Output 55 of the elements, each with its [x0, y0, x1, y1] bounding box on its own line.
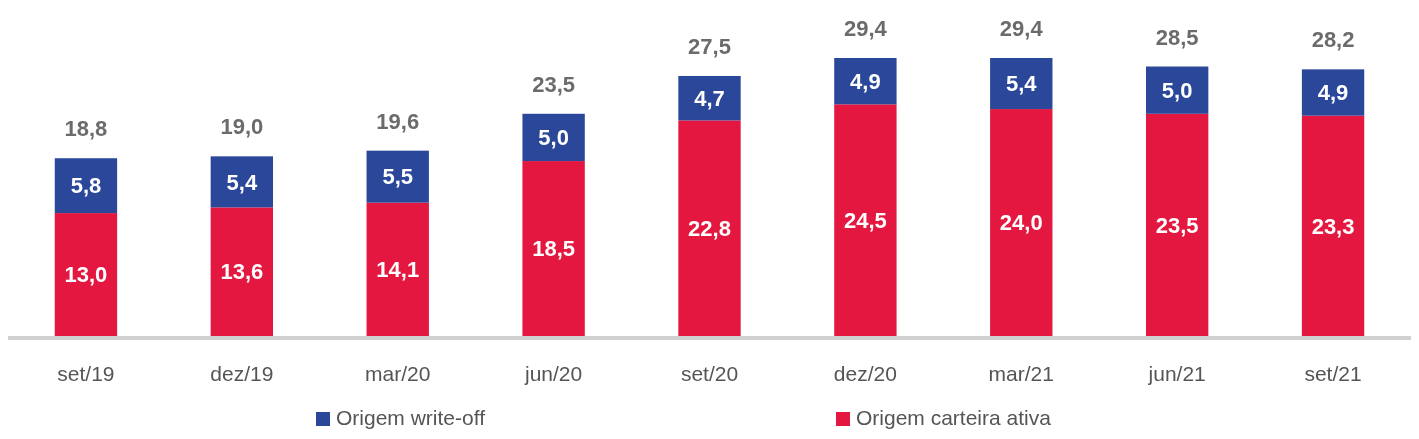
x-tick-label: set/19: [57, 362, 115, 385]
data-label: 5,8: [70, 173, 102, 199]
total-label: 29,4: [843, 16, 888, 41]
bar: [1301, 69, 1365, 116]
x-tick-label: set/20: [680, 362, 739, 385]
bar: [834, 58, 897, 105]
data-label: 24,5: [843, 207, 887, 233]
x-tick-label: mar/21: [988, 362, 1054, 385]
x-tick-label: dez/20: [833, 362, 897, 385]
total-label: 18,8: [64, 116, 108, 142]
data-label: 24,0: [999, 210, 1043, 236]
data-label: 4,7: [694, 85, 725, 111]
bar: [210, 156, 274, 208]
total-label: 27,5: [688, 33, 731, 59]
bar: [366, 150, 429, 203]
data-label: 5,4: [1005, 71, 1038, 97]
x-tick-label: jun/20: [524, 362, 583, 385]
data-label: 23,5: [1155, 212, 1199, 238]
data-label: 18,5: [532, 236, 576, 262]
bar: [522, 113, 585, 162]
bar: [1301, 115, 1365, 336]
data-label: 14,1: [376, 257, 420, 283]
legend-label: Origem write-off: [336, 406, 486, 429]
data-label: 5,5: [382, 164, 414, 190]
data-label: 22,8: [688, 215, 731, 241]
x-tick-label: mar/20: [365, 362, 431, 385]
bar: [678, 75, 741, 121]
bar: [990, 109, 1053, 336]
data-label: 4,9: [850, 68, 881, 94]
bar: [54, 213, 118, 336]
x-tick-label: dez/19: [210, 362, 274, 385]
bar: [366, 202, 429, 336]
data-label: 5,0: [1161, 77, 1193, 103]
total-label: 19,6: [376, 108, 420, 134]
bar: [834, 104, 897, 336]
x-tick-label: jun/21: [1147, 362, 1206, 385]
bar: [990, 58, 1053, 110]
bar: [54, 158, 118, 214]
data-label: 23,3: [1311, 213, 1355, 239]
x-tick-label: set/21: [1304, 362, 1362, 385]
total-label: 28,2: [1311, 27, 1355, 53]
data-label: 5,4: [226, 169, 258, 195]
data-label: 13,6: [220, 259, 264, 285]
data-label: 5,0: [538, 125, 569, 151]
data-label: 4,9: [1317, 80, 1349, 106]
bar: [522, 161, 585, 336]
bar: [1145, 113, 1209, 336]
bar: [210, 207, 274, 336]
data-label: 13,0: [64, 262, 108, 288]
bar: [678, 120, 741, 336]
total-label: 19,0: [220, 114, 264, 140]
legend-label: Origem carteira ativa: [856, 406, 1052, 429]
total-label: 28,5: [1155, 24, 1199, 50]
total-label: 29,4: [999, 16, 1044, 41]
total-label: 23,5: [532, 71, 576, 97]
